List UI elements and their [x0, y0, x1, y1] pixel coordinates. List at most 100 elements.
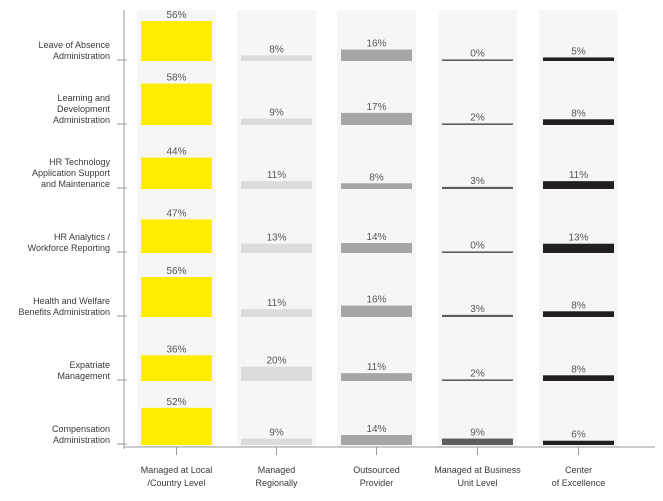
bar: [341, 243, 412, 253]
bar: [442, 251, 513, 253]
bar: [341, 305, 412, 317]
data-label: 58%: [166, 73, 186, 84]
bar: [141, 355, 212, 381]
row-label-line: Administration: [53, 115, 110, 125]
data-label: 11%: [569, 170, 588, 181]
bar: [141, 83, 212, 125]
bar: [543, 119, 614, 125]
column-label-line: of Excellence: [552, 478, 606, 488]
row-label-line: Application Support: [32, 168, 111, 178]
bar: [241, 309, 312, 317]
data-label: 16%: [366, 295, 386, 306]
data-label: 9%: [269, 108, 284, 119]
data-label: 2%: [470, 112, 485, 123]
row-label-line: HR Technology: [49, 157, 110, 167]
data-label: 8%: [269, 44, 284, 55]
column-label-line: Center: [565, 465, 592, 475]
data-label: 56%: [166, 10, 186, 21]
bar: [241, 181, 312, 189]
data-label: 17%: [366, 102, 386, 113]
bar: [442, 438, 513, 445]
data-label: 14%: [366, 424, 386, 435]
data-label: 36%: [166, 344, 186, 355]
bar: [141, 21, 212, 61]
data-label: 3%: [470, 176, 485, 187]
bar: [543, 181, 614, 189]
row-label-line: Learning and: [57, 93, 110, 103]
data-label: 11%: [267, 170, 286, 181]
data-label: 8%: [369, 172, 384, 183]
data-label: 8%: [571, 364, 586, 375]
column-band-5: [539, 10, 618, 447]
bar: [442, 123, 513, 125]
bar: [543, 375, 614, 381]
bar: [141, 407, 212, 445]
row-label-line: Development: [57, 104, 111, 114]
column-band-3: [337, 10, 416, 447]
data-label: 47%: [166, 208, 186, 219]
bar: [543, 311, 614, 317]
column-label-line: Unit Level: [457, 478, 497, 488]
data-label: 20%: [266, 356, 286, 367]
bar: [241, 438, 312, 445]
data-label: 2%: [470, 368, 485, 379]
bar: [543, 57, 614, 61]
bar: [442, 379, 513, 381]
column-label-line: /Country Level: [147, 478, 205, 488]
data-label: 5%: [571, 46, 586, 57]
bar: [341, 373, 412, 381]
row-label-line: Workforce Reporting: [28, 243, 110, 253]
row-label-line: HR Analytics /: [54, 232, 111, 242]
data-label: 0%: [470, 48, 485, 59]
data-label: 8%: [571, 300, 586, 311]
bar: [442, 186, 513, 189]
bar: [141, 157, 212, 189]
bar: [442, 314, 513, 317]
bar: [341, 183, 412, 189]
bar: [141, 219, 212, 253]
column-band-4: [438, 10, 517, 447]
data-label: 44%: [166, 147, 186, 158]
bar: [341, 435, 412, 445]
row-label-line: Administration: [53, 51, 110, 61]
row-label-line: Management: [57, 371, 110, 381]
bar: [543, 243, 614, 253]
data-label: 13%: [568, 233, 588, 244]
row-label-line: Expatriate: [69, 360, 110, 370]
row-label-line: Benefits Administration: [18, 307, 110, 317]
column-label-line: Managed at Local: [141, 465, 213, 475]
data-label: 16%: [366, 39, 386, 50]
column-label-line: Managed at Business: [434, 465, 521, 475]
data-label: 9%: [470, 428, 485, 439]
row-label-line: and Maintenance: [41, 179, 110, 189]
data-label: 14%: [366, 232, 386, 243]
data-label: 56%: [166, 266, 186, 277]
data-label: 11%: [267, 298, 286, 309]
data-label: 6%: [571, 430, 586, 441]
bar: [341, 112, 412, 125]
bar: [241, 118, 312, 125]
row-label-line: Administration: [53, 435, 110, 445]
column-label-line: Managed: [258, 465, 296, 475]
data-label: 52%: [166, 397, 186, 408]
data-label: 3%: [470, 304, 485, 315]
bar: [442, 59, 513, 61]
data-label: 9%: [269, 428, 284, 439]
bar: [241, 366, 312, 381]
bar: [241, 55, 312, 61]
data-label: 0%: [470, 240, 485, 251]
column-label-line: Provider: [360, 478, 394, 488]
bar: [141, 277, 212, 317]
row-label-line: Compensation: [52, 424, 110, 434]
bar: [341, 49, 412, 61]
data-label: 13%: [266, 233, 286, 244]
column-label-line: Regionally: [255, 478, 298, 488]
bar: [543, 440, 614, 445]
row-label-line: Leave of Absence: [38, 40, 110, 50]
row-label-line: Health and Welfare: [33, 296, 110, 306]
data-label: 11%: [367, 362, 386, 373]
bar: [241, 243, 312, 253]
data-label: 8%: [571, 108, 586, 119]
column-band-2: [237, 10, 316, 447]
